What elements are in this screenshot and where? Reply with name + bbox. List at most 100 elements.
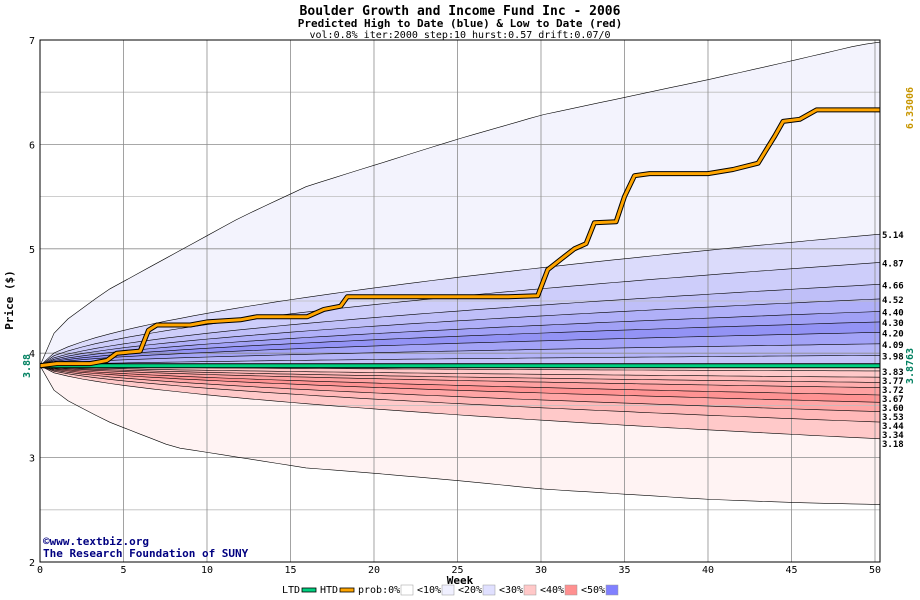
band-value-label: 4.30 <box>882 319 904 329</box>
x-tick-label: 10 <box>201 565 213 576</box>
start-price-label: 3.88 <box>22 354 33 378</box>
band-value-label: 4.40 <box>882 308 904 318</box>
legend-swatch <box>564 584 578 596</box>
low-prob-band <box>40 365 880 439</box>
high-prob-line <box>39 321 881 366</box>
band-value-label: 3.60 <box>882 404 904 414</box>
band-value-label: 4.87 <box>882 259 904 269</box>
band-value-label: 4.09 <box>882 341 904 351</box>
band-value-label: 3.77 <box>882 377 904 387</box>
high-prob-line <box>39 311 881 366</box>
band-value-label: 3.34 <box>882 431 904 441</box>
band-value-label: 4.20 <box>882 329 904 339</box>
band-value-label: 3.18 <box>882 440 904 450</box>
band-value-label: 3.98 <box>882 352 904 362</box>
high-prob-line <box>39 284 881 366</box>
band-value-label: 5.14 <box>882 231 904 241</box>
low-prob-band <box>40 365 880 395</box>
legend-swatch <box>605 584 619 596</box>
chart-title: Boulder Growth and Income Fund Inc - 200… <box>300 4 621 19</box>
legend-swatch <box>301 587 317 593</box>
low-prob-line <box>39 365 881 423</box>
credit-site: ©www.textbiz.org <box>43 535 149 548</box>
chart-params: vol:0.8% iter:2000 step:10 hurst:0.57 dr… <box>309 30 610 41</box>
high-prob-line <box>39 332 881 366</box>
legend-label: <30% <box>499 585 523 596</box>
x-tick-label: 20 <box>368 565 380 576</box>
low-prob-band <box>40 365 880 423</box>
plot-border <box>39 39 881 563</box>
y-axis-label: Price ($) <box>3 270 16 330</box>
low-prob-band <box>40 365 880 388</box>
legend-label: <50% <box>581 585 605 596</box>
high-prob-band <box>40 311 880 366</box>
plot-area: 0 5 10 15 20 25 30 35 40 45 502345675.144.874.664.… <box>29 36 904 576</box>
legend: LTD HTD prob:0% <10% <20% <30% <40% <50% <box>282 584 619 596</box>
low-prob-band <box>40 365 880 412</box>
ltd-final-label: 3.8763 <box>905 348 916 384</box>
high-prob-band <box>40 355 880 366</box>
high-prob-band <box>40 321 880 366</box>
low-prob-line <box>39 365 881 378</box>
x-tick-label: 15 <box>284 565 296 576</box>
chart-subtitle: Predicted High to Date (blue) & Low to D… <box>298 17 623 30</box>
legend-label: <40% <box>540 585 564 596</box>
low-prob-band <box>40 365 880 378</box>
htd-line <box>39 108 880 368</box>
low-prob-line <box>39 365 881 412</box>
high-prob-line <box>39 343 881 366</box>
legend-swatch <box>441 584 455 596</box>
band-value-label: 3.44 <box>882 422 904 432</box>
high-prob-band <box>40 284 880 366</box>
legend-swatch <box>523 584 537 596</box>
high-prob-band <box>40 298 880 366</box>
high-prob-band <box>40 262 880 366</box>
envelope-high-band <box>40 42 880 366</box>
high-prob-line <box>39 298 881 366</box>
y-tick-label: 4 <box>29 349 35 360</box>
envelope-high-line <box>39 41 881 366</box>
low-prob-line <box>39 365 881 440</box>
x-tick-label: 0 <box>37 565 43 576</box>
y-tick-label: 5 <box>29 245 35 256</box>
htd-final-label: 6.33006 <box>905 87 916 129</box>
y-tick-label: 2 <box>29 558 35 569</box>
high-prob-band <box>40 343 880 366</box>
legend-label: <20% <box>458 585 482 596</box>
y-tick-label: 6 <box>29 140 35 151</box>
credit-org: The Research Foundation of SUNY <box>43 547 249 560</box>
x-tick-label: 5 <box>120 565 126 576</box>
legend-swatch <box>339 587 355 593</box>
high-prob-band <box>40 234 880 366</box>
high-prob-band <box>40 332 880 366</box>
x-tick-label: 25 <box>451 565 463 576</box>
legend-label: prob:0% <box>358 585 400 596</box>
low-prob-band <box>40 365 880 403</box>
y-tick-label: 7 <box>29 36 35 47</box>
low-prob-line <box>39 365 881 403</box>
legend-label: HTD <box>320 585 338 596</box>
x-tick-label: 35 <box>618 565 630 576</box>
high-prob-line <box>39 233 881 366</box>
x-tick-label: 45 <box>785 565 797 576</box>
envelope-low-line <box>39 365 881 505</box>
x-tick-label: 30 <box>535 565 547 576</box>
low-prob-line <box>39 365 881 388</box>
low-prob-line <box>39 365 881 383</box>
band-value-label: 3.53 <box>882 413 904 423</box>
x-tick-label: 40 <box>702 565 714 576</box>
band-value-label: 4.66 <box>882 281 904 291</box>
band-value-label: 3.83 <box>882 368 904 378</box>
band-value-label: 3.67 <box>882 395 904 405</box>
legend-label: LTD <box>282 585 300 596</box>
low-prob-line <box>39 365 881 396</box>
legend-swatch <box>482 584 496 596</box>
x-tick-label: 50 <box>869 565 881 576</box>
y-tick-label: 3 <box>29 454 35 465</box>
band-value-label: 4.52 <box>882 296 904 306</box>
low-prob-band <box>40 365 880 383</box>
legend-label: <10% <box>417 585 441 596</box>
x-axis-label: Week <box>447 574 474 587</box>
band-value-label: 3.72 <box>882 386 904 396</box>
